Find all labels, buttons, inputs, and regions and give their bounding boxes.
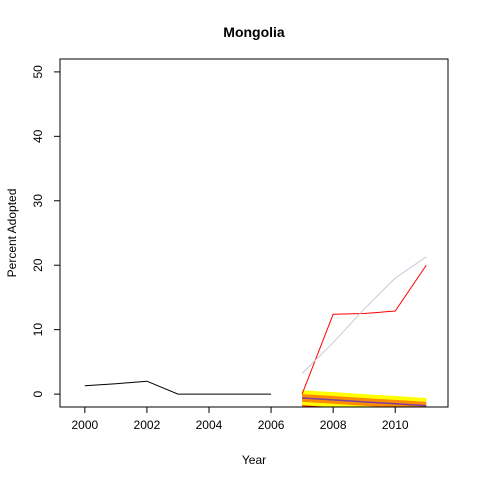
- y-tick-label: 40: [31, 129, 45, 143]
- x-tick-label: 2000: [71, 418, 98, 432]
- y-axis-label: Percent Adopted: [5, 189, 19, 278]
- series-line-2: [301, 264, 427, 395]
- forecast-mean-line: [302, 397, 427, 407]
- x-axis-label: Year: [242, 453, 266, 467]
- plot-frame: [59, 58, 449, 408]
- x-tick-label: 2002: [134, 418, 161, 432]
- y-tick-label: 0: [31, 390, 45, 397]
- series-line-1: [84, 380, 272, 395]
- y-tick-label: 10: [31, 323, 45, 337]
- x-tick-label: 2010: [382, 418, 409, 432]
- x-tick-label: 2008: [320, 418, 347, 432]
- y-tick-label: 20: [31, 258, 45, 272]
- x-tick-label: 2006: [258, 418, 285, 432]
- y-tick-label: 30: [31, 194, 45, 208]
- chart-title: Mongolia: [223, 24, 285, 40]
- x-tick-label: 2004: [196, 418, 223, 432]
- series-line-3: [301, 256, 427, 374]
- y-tick-label: 50: [31, 65, 45, 79]
